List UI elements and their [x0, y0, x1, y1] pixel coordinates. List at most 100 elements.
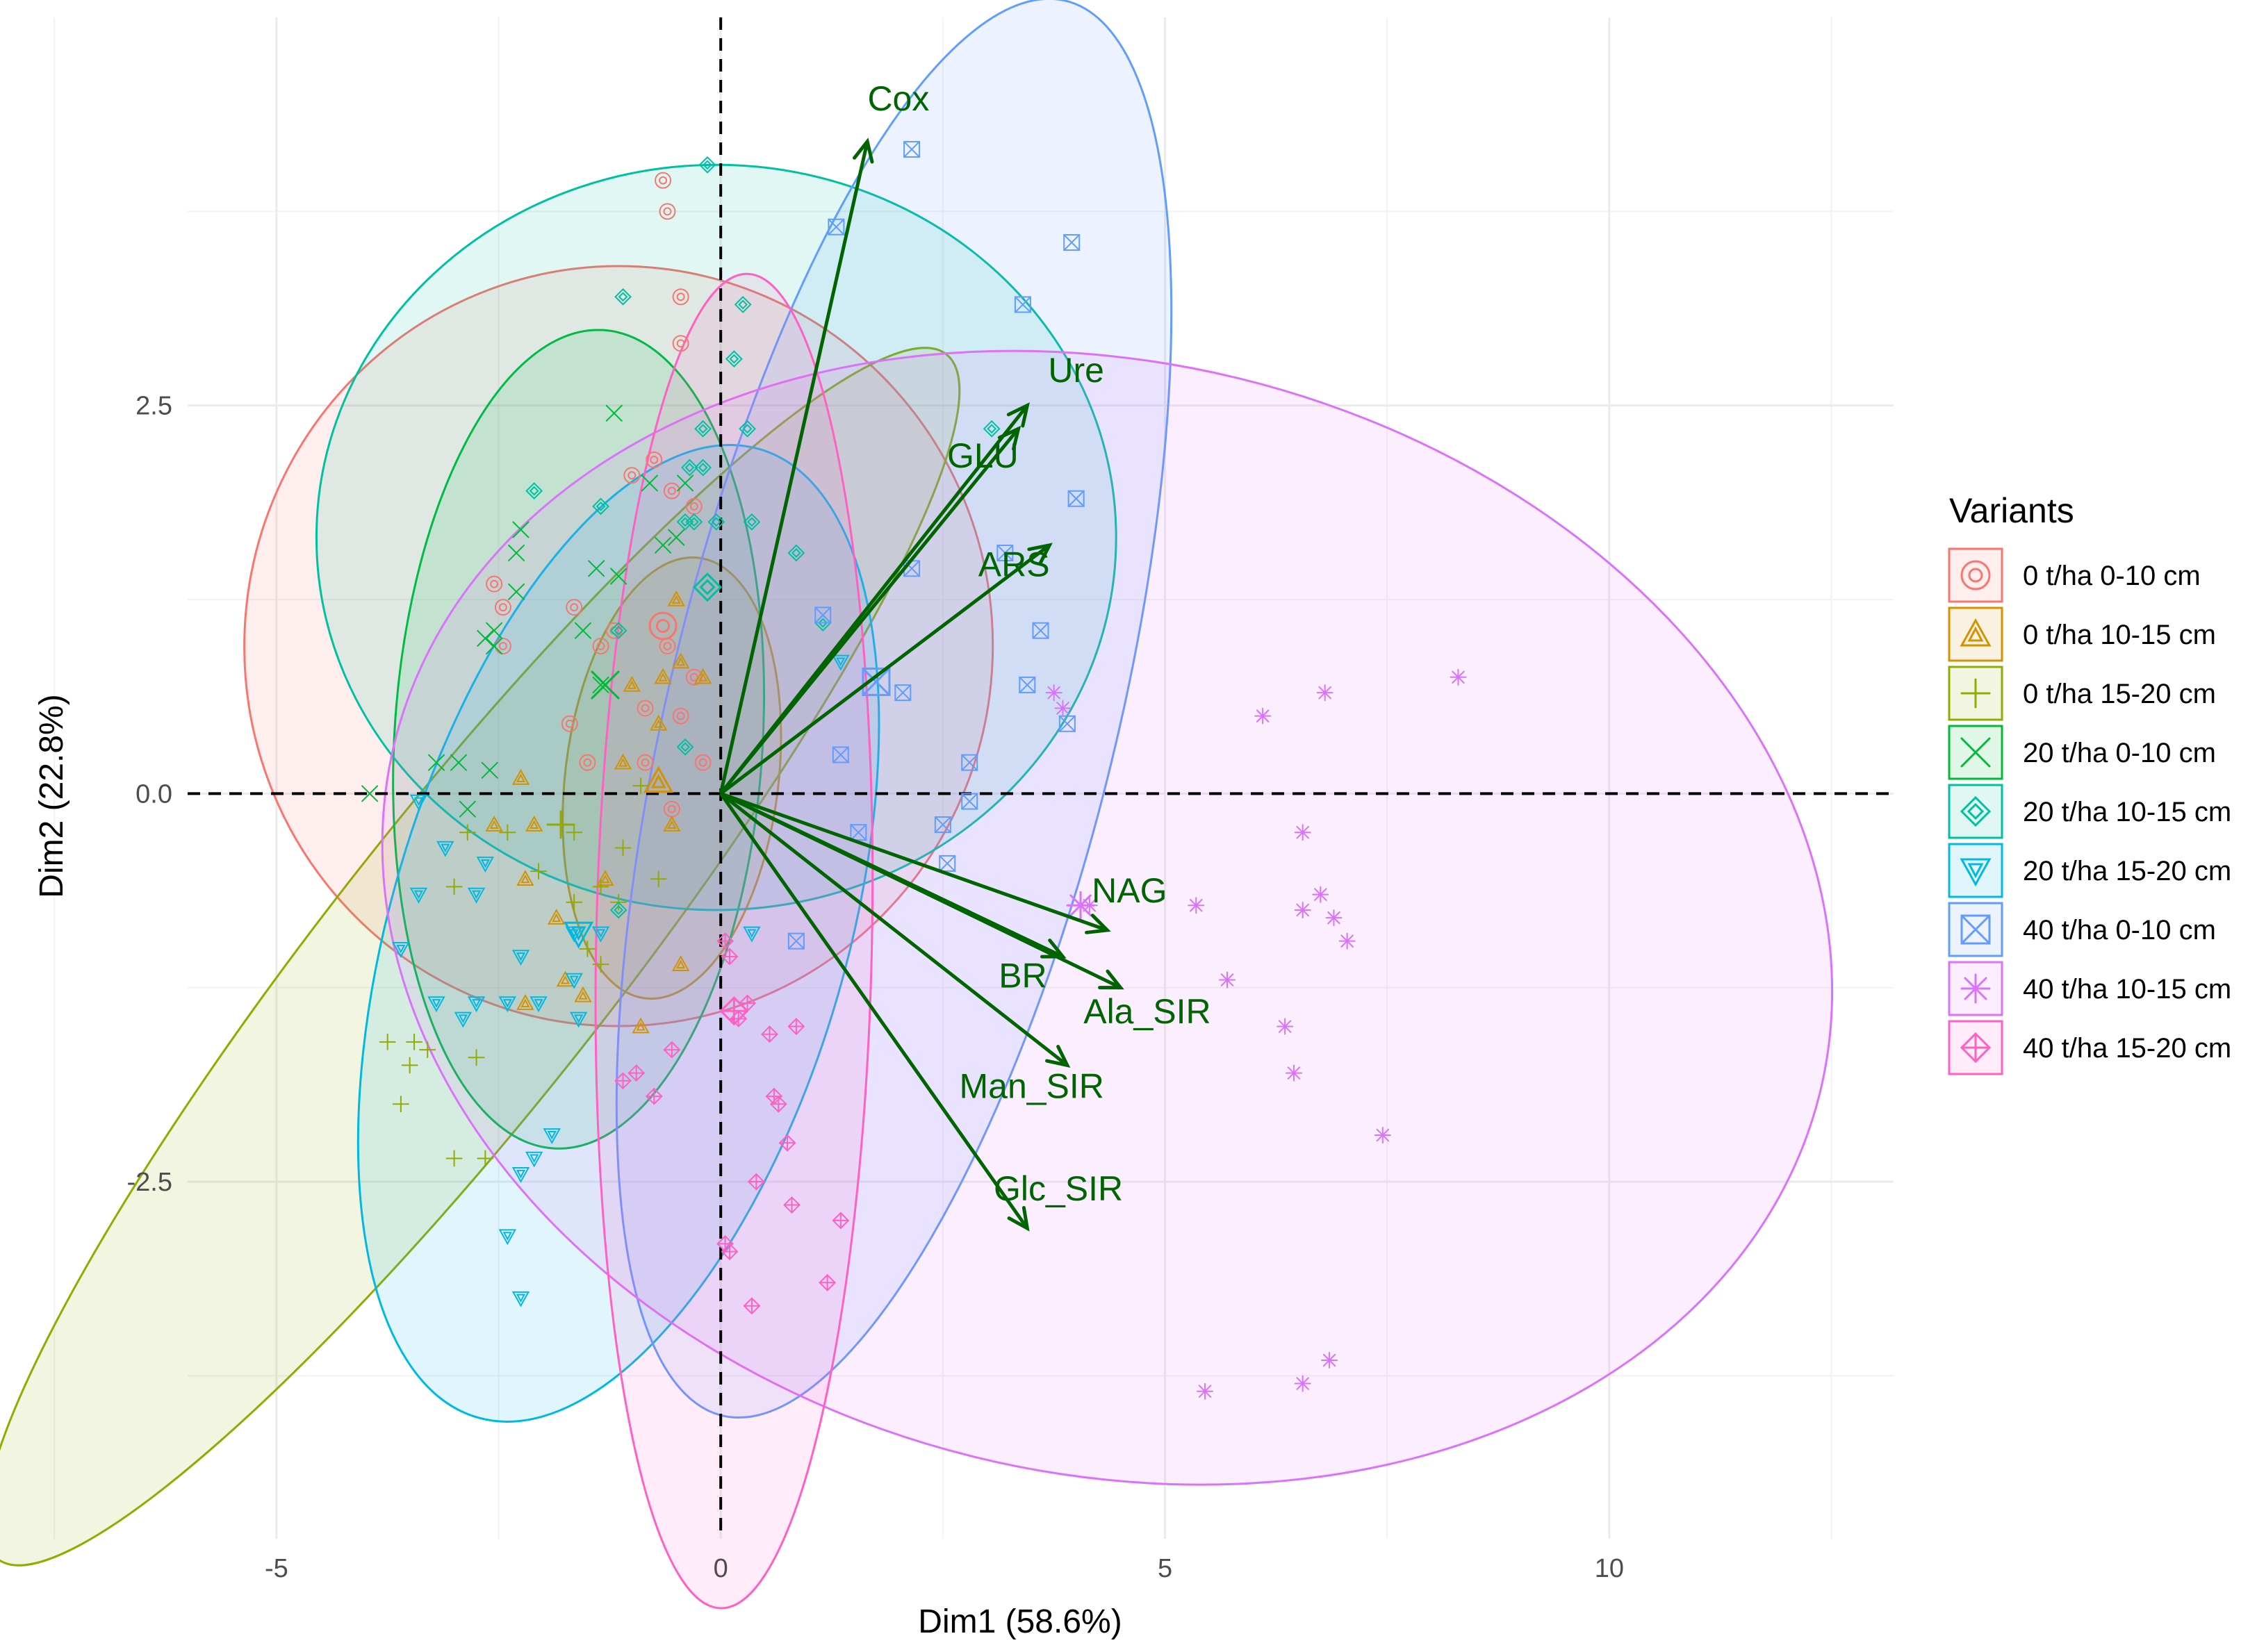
point-7-6-lines: [1312, 886, 1329, 903]
legend-symbol-6-x: [1960, 914, 1991, 945]
point-7-13: [1285, 1064, 1302, 1082]
point-0-16-outer: [561, 715, 578, 732]
point-1-11: [596, 870, 614, 886]
point-2-0-lines: [406, 1033, 423, 1050]
point-4-4-inner: [698, 424, 708, 434]
legend-symbol-3: [1960, 737, 1991, 768]
point-2-16: [592, 956, 609, 973]
point-6-9: [814, 606, 832, 624]
point-5-17: [525, 1151, 543, 1168]
point-3-10-lines: [486, 622, 503, 639]
point-3-12-lines: [574, 622, 591, 639]
point-0-2-outer: [672, 288, 689, 306]
point-4-6-outer: [681, 459, 698, 477]
arrow-label-4: NAG: [1092, 871, 1167, 910]
legend-label-1: 0 t/ha 10-15 cm: [2023, 620, 2216, 650]
point-6-8-box: [1019, 676, 1036, 693]
point-6-16-x: [850, 824, 867, 841]
point-7-9: [1325, 909, 1343, 927]
point-4-6-inner: [684, 463, 695, 472]
point-6-1-box: [1063, 234, 1081, 251]
point-2-2: [419, 1041, 436, 1059]
point-7-14-lines: [1374, 1126, 1391, 1143]
point-3-15-lines: [428, 754, 445, 771]
ellipse-3: [392, 329, 766, 1150]
point-6-14: [961, 793, 978, 810]
point-6-4: [1067, 490, 1085, 507]
point-1-16-outer: [632, 1017, 650, 1034]
point-1-1-inner: [676, 656, 686, 666]
point-1-8: [485, 815, 503, 832]
point-2-18-lines: [632, 777, 650, 795]
point-1-17-inner: [520, 998, 530, 1007]
point-5-20: [511, 1291, 530, 1307]
point-6-17: [939, 854, 956, 872]
point-0-0-inner: [659, 176, 668, 185]
point-4-9: [525, 482, 543, 499]
point-5-9: [454, 1011, 473, 1028]
point-7-7: [1188, 897, 1205, 914]
point-2-5-lines: [392, 1096, 409, 1113]
point-1-16-inner: [636, 1022, 646, 1031]
point-1-13-inner: [552, 913, 561, 923]
point-6-14-box: [961, 793, 978, 810]
point-6-15-box: [934, 816, 951, 834]
point-0-16: [561, 715, 578, 732]
point-1-3-inner: [627, 680, 637, 689]
point-5-9-outer: [454, 1011, 473, 1028]
point-0-1-inner: [663, 207, 672, 216]
point-5-6-outer: [392, 942, 410, 958]
point-0-10-outer: [566, 599, 583, 616]
point-1-2-inner: [658, 672, 668, 682]
point-1-11-inner: [600, 874, 610, 884]
arrow-label-6: Ala_SIR: [1083, 992, 1210, 1031]
point-1-1: [671, 652, 690, 669]
point-3-10: [486, 622, 503, 639]
point-2-2-lines: [419, 1041, 436, 1059]
point-4-14: [743, 513, 761, 531]
point-5-14-inner: [596, 929, 606, 939]
point-5-16-outer: [543, 1128, 561, 1145]
legend-key-1: [1948, 606, 2003, 662]
legend-label-6: 40 t/ha 0-10 cm: [2023, 915, 2216, 945]
point-5-7-inner: [516, 952, 526, 961]
point-5-22-inner: [747, 929, 757, 939]
point-4-10: [592, 497, 609, 515]
point-4-0: [698, 156, 716, 174]
point-6-7-x: [1032, 622, 1049, 639]
point-4-5-outer: [694, 459, 712, 477]
point-2-11: [566, 824, 583, 841]
arrow-head-6: [1098, 969, 1124, 990]
point-4-17-outer: [609, 622, 627, 640]
point-3-19-lines: [459, 800, 476, 818]
point-5-4: [467, 887, 486, 904]
ellipse-5: [356, 444, 880, 1423]
point-2-20: [530, 863, 548, 880]
point-7-9-lines: [1325, 909, 1343, 927]
point-5-8: [427, 996, 445, 1013]
point-3-6: [508, 544, 525, 561]
point-6-0-box: [903, 140, 921, 158]
centroid-6-box: [862, 667, 891, 696]
point-4-3-inner: [729, 354, 739, 364]
point-8-17-plus: [721, 1243, 738, 1260]
point-6-11: [1058, 715, 1076, 732]
point-1-6-inner: [618, 758, 628, 767]
point-2-9: [459, 824, 476, 841]
point-0-8-inner: [490, 579, 499, 588]
point-8-15: [832, 1212, 850, 1230]
legend-symbol-0: [1960, 560, 1991, 590]
point-1-3: [623, 675, 641, 692]
point-1-6-outer: [614, 753, 632, 770]
point-1-13-outer: [547, 909, 566, 925]
point-3-8: [610, 568, 627, 585]
point-1-4: [693, 668, 712, 684]
point-6-3-box: [1014, 296, 1031, 313]
point-4-14-inner: [747, 517, 757, 527]
point-1-17: [516, 993, 534, 1010]
centroid-3-lines: [591, 670, 620, 700]
legend-symbol-4: [1960, 795, 1992, 827]
point-4-18: [676, 738, 694, 756]
point-4-8: [983, 420, 1001, 438]
point-4-12-inner: [689, 517, 699, 527]
